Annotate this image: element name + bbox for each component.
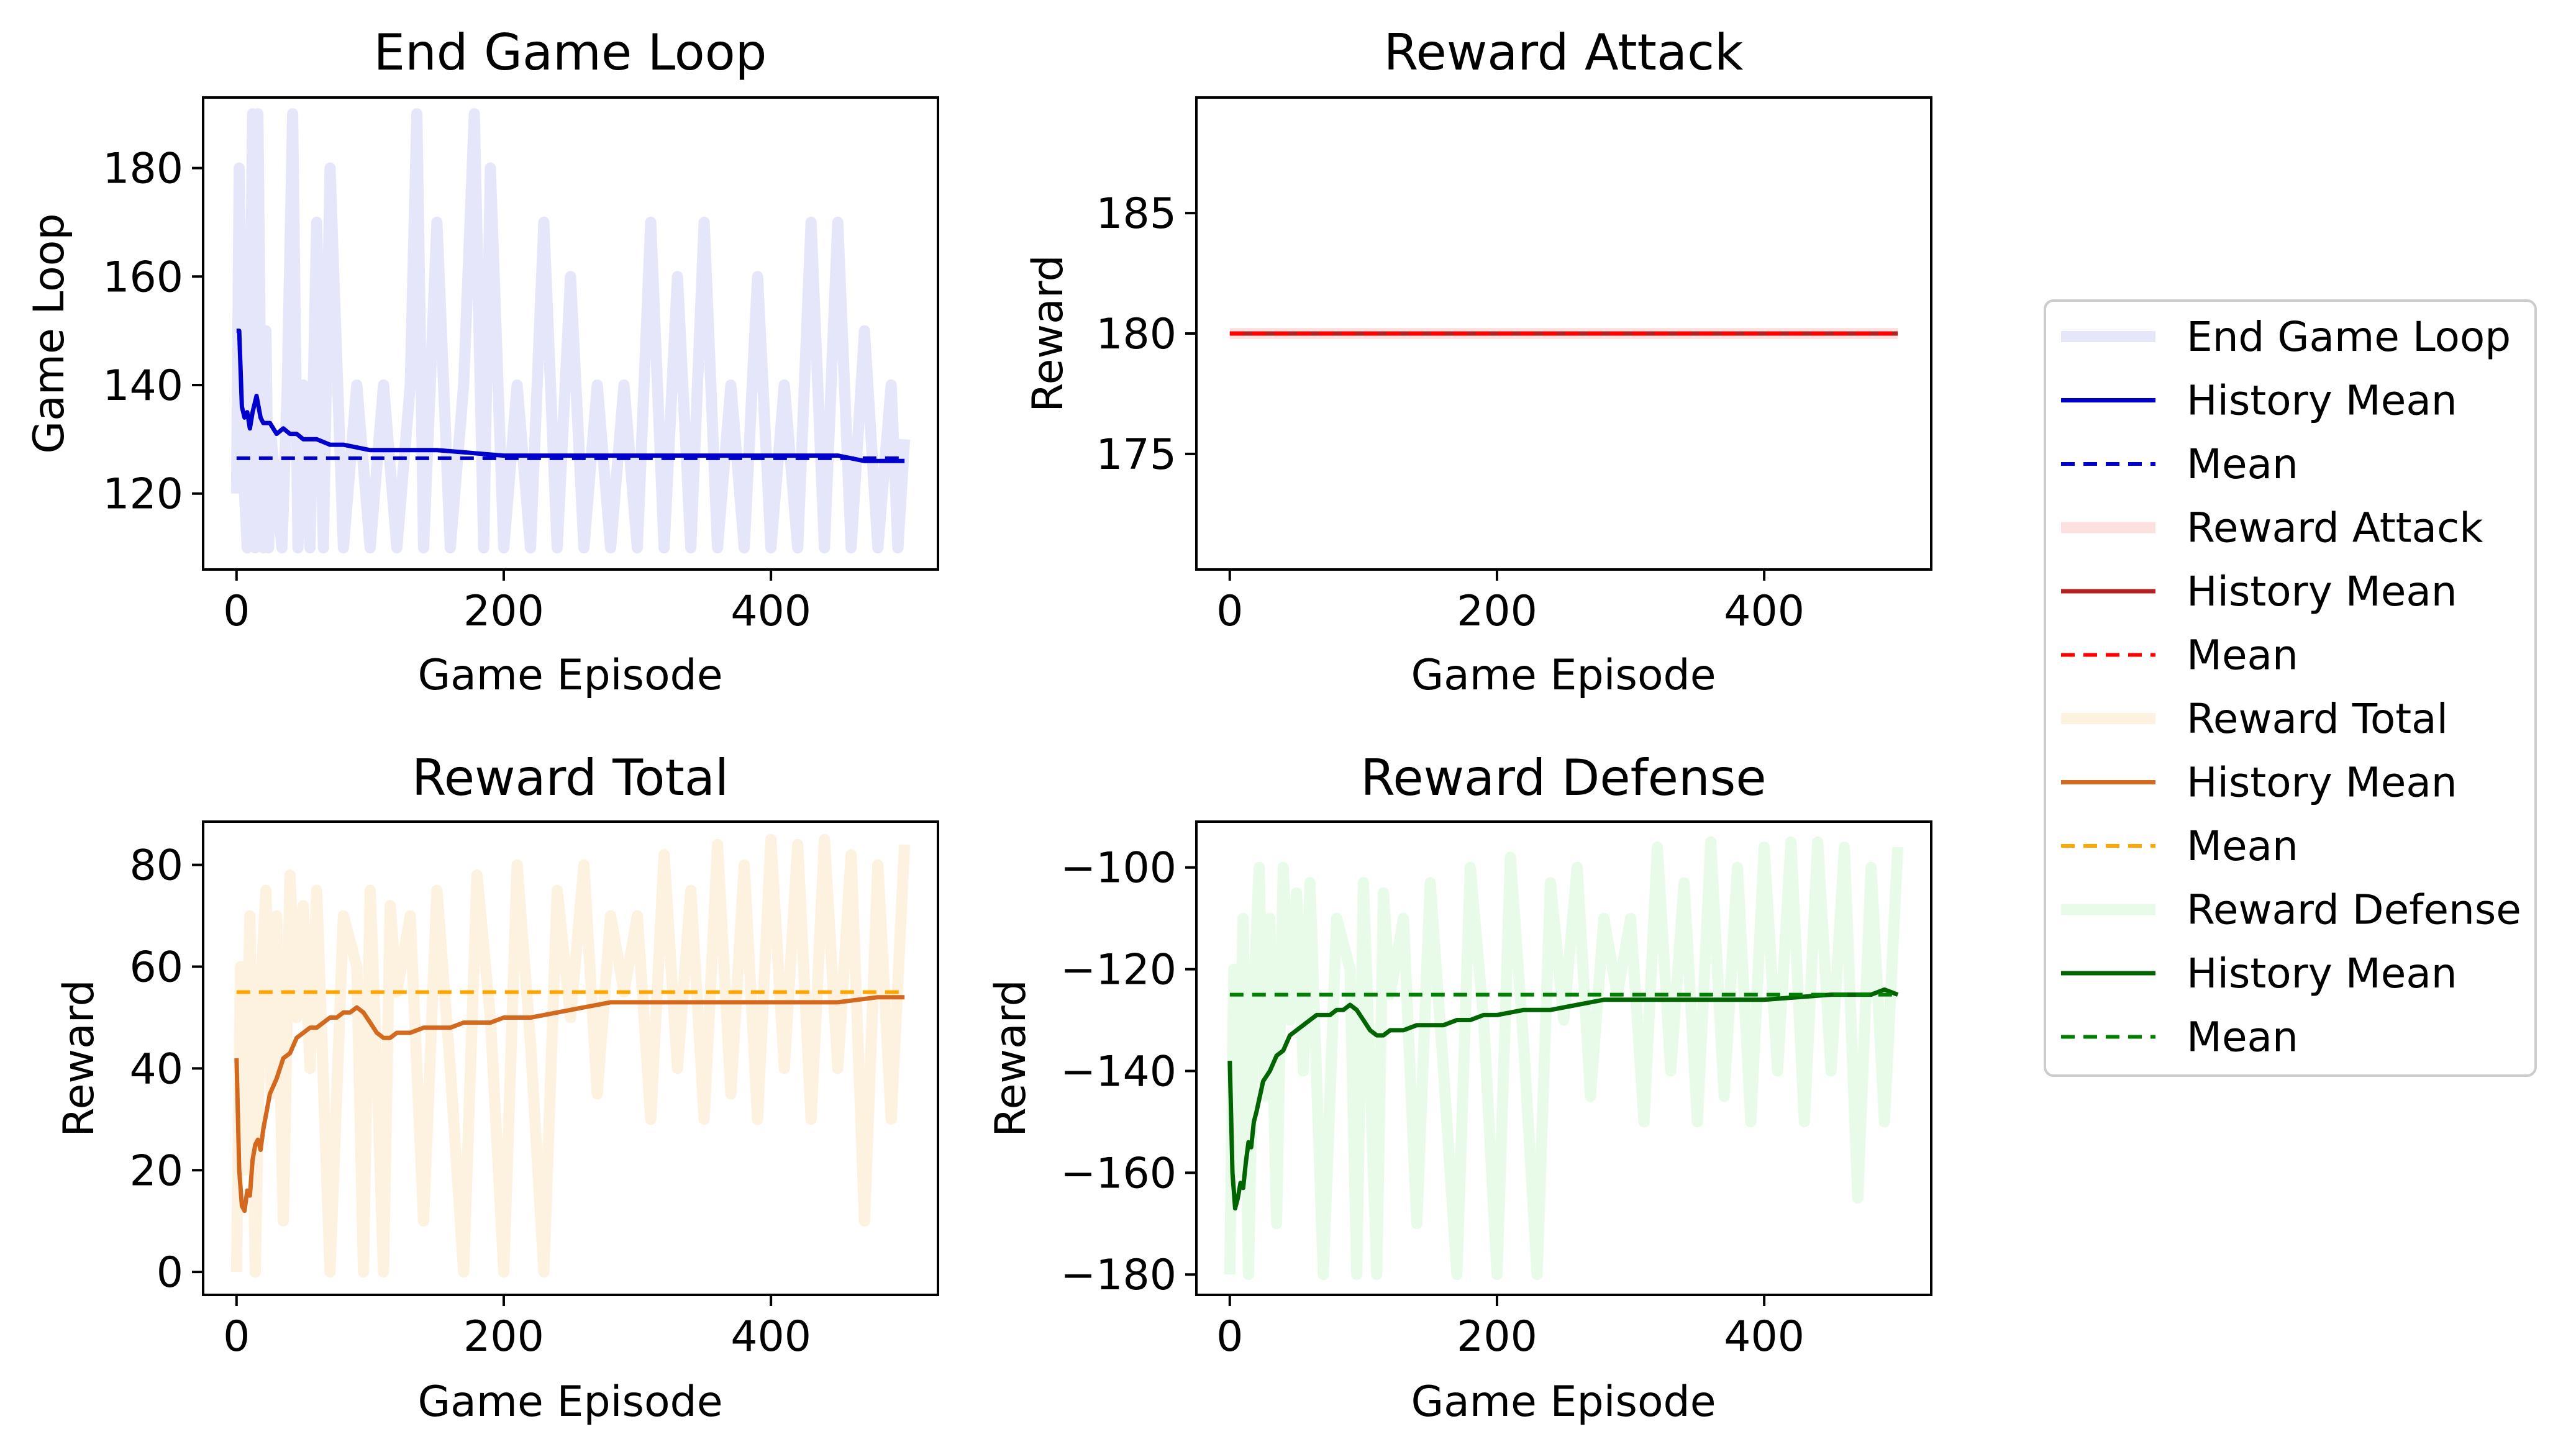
legend-item: Reward Total xyxy=(2061,695,2448,743)
plot-area: 0 200 400 175 180 185 xyxy=(1096,96,1932,636)
legend-label: History Mean xyxy=(2187,377,2457,425)
plot-area: 0 200 400 0 20 40 60 80 xyxy=(129,820,939,1361)
legend-label: Mean xyxy=(2187,1014,2298,1061)
x-axis-label: Game Episode xyxy=(1411,1377,1716,1427)
legend-item: End Game Loop xyxy=(2061,313,2511,361)
legend-label: Reward Defense xyxy=(2187,886,2521,934)
legend: End Game Loop History Mean Mean Reward Atta… xyxy=(2044,299,2537,1077)
y-axis-label: Reward xyxy=(986,979,1035,1137)
y-tick-label: 180 xyxy=(1096,310,1176,359)
chart-title: End Game Loop xyxy=(374,24,767,81)
x-tick-label: 200 xyxy=(463,1312,544,1361)
legend-item: Mean xyxy=(2061,1014,2298,1061)
axes-frame xyxy=(1195,820,1932,1296)
legend-item: History Mean xyxy=(2061,377,2457,425)
legend-item: Reward Defense xyxy=(2061,886,2521,934)
y-tick-label: −120 xyxy=(1060,946,1176,995)
axes-frame xyxy=(202,820,939,1296)
plot-area: 0 200 400 −180 −160 −140 −120 −100 xyxy=(1060,820,1932,1361)
x-tick-label: 200 xyxy=(463,587,544,636)
series-group xyxy=(230,833,911,1278)
y-axis-label: Reward xyxy=(55,979,104,1137)
legend-label: Mean xyxy=(2187,440,2298,488)
y-tick-label: 0 xyxy=(157,1248,183,1297)
legend-item: Mean xyxy=(2061,822,2298,870)
y-tick-label: 80 xyxy=(129,842,183,891)
y-tick-label: −180 xyxy=(1060,1251,1176,1300)
x-axis-label: Game Episode xyxy=(417,651,722,700)
legend-label: Reward Total xyxy=(2187,695,2448,743)
x-tick-label: 400 xyxy=(1724,1312,1805,1361)
x-tick-label: 0 xyxy=(1216,587,1243,636)
y-tick-label: 60 xyxy=(129,943,183,992)
series-line-history-1 xyxy=(1227,987,1899,1211)
y-axis-label: Reward xyxy=(1024,255,1073,412)
legend-label: Mean xyxy=(2187,822,2298,870)
legend-item: History Mean xyxy=(2061,950,2457,997)
y-tick-label: 140 xyxy=(102,361,183,411)
x-tick-label: 0 xyxy=(223,587,250,636)
legend-item: Mean xyxy=(2061,632,2298,679)
y-tick-label: −140 xyxy=(1060,1047,1176,1096)
y-tick-label: 120 xyxy=(102,470,183,519)
legend-label: Reward Attack xyxy=(2187,504,2483,552)
plot-area: 0 200 400 120 140 160 180 xyxy=(102,96,939,636)
legend-item: History Mean xyxy=(2061,568,2457,615)
chart-title: Reward Total xyxy=(412,749,729,807)
y-tick-label: 20 xyxy=(129,1146,183,1196)
legend-entries: End Game Loop History Mean Mean Reward Atta… xyxy=(2061,313,2521,1061)
legend-item: History Mean xyxy=(2061,759,2457,807)
x-axis-label: Game Episode xyxy=(417,1377,722,1427)
chart-title: Reward Attack xyxy=(1384,24,1744,81)
y-tick-label: −100 xyxy=(1060,844,1176,893)
y-tick-label: 160 xyxy=(102,253,183,302)
chart-reward-defense: Reward Defense 0 200 400 −180 −160 −140 −120 −1… xyxy=(986,749,1932,1427)
legend-label: History Mean xyxy=(2187,950,2457,997)
x-tick-label: 200 xyxy=(1457,587,1537,636)
y-tick-label: 175 xyxy=(1096,430,1176,479)
y-tick-label: −160 xyxy=(1060,1149,1176,1198)
x-tick-label: 400 xyxy=(730,587,811,636)
series-line-history-1 xyxy=(234,995,905,1214)
legend-label: Mean xyxy=(2187,632,2298,679)
x-axis-label: Game Episode xyxy=(1411,651,1716,700)
series-line-raw-0 xyxy=(1224,836,1904,1281)
x-tick-label: 0 xyxy=(223,1312,250,1361)
x-tick-label: 200 xyxy=(1457,1312,1537,1361)
legend-item: Mean xyxy=(2061,440,2298,488)
chart-reward-attack: Reward Attack 0 200 400 175 180 185 Game Epis… xyxy=(1024,24,1932,700)
series-line-raw-0 xyxy=(230,108,911,554)
x-tick-label: 400 xyxy=(1724,587,1805,636)
axes-frame xyxy=(202,96,939,571)
series-line-raw-0 xyxy=(230,833,911,1278)
y-tick-label: 185 xyxy=(1096,189,1176,238)
x-tick-label: 0 xyxy=(1216,1312,1243,1361)
y-tick-label: 180 xyxy=(102,145,183,194)
series-group xyxy=(1224,836,1904,1281)
legend-item: Reward Attack xyxy=(2061,504,2483,552)
x-tick-label: 400 xyxy=(730,1312,811,1361)
y-axis-label: Game Loop xyxy=(25,213,74,453)
legend-frame xyxy=(2044,299,2537,1077)
chart-end-game-loop: End Game Loop 0 200 400 120 140 160 180 Game E… xyxy=(25,24,939,700)
series-group xyxy=(230,108,911,554)
y-tick-label: 40 xyxy=(129,1045,183,1094)
legend-label: History Mean xyxy=(2187,759,2457,807)
legend-label: History Mean xyxy=(2187,568,2457,615)
legend-label: End Game Loop xyxy=(2187,313,2511,361)
series-line-history-1 xyxy=(236,329,905,463)
chart-reward-total: Reward Total 0 200 400 0 20 40 60 80 Game Episo… xyxy=(55,749,939,1427)
chart-title: Reward Defense xyxy=(1360,749,1766,807)
